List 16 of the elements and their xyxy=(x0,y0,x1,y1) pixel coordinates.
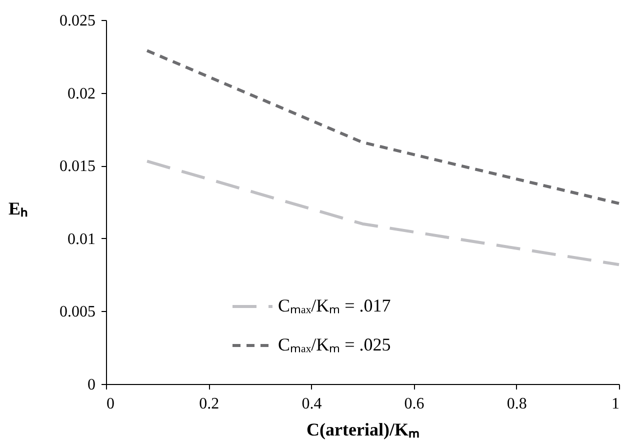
y-tick-label: 0 xyxy=(88,376,96,394)
y-tick-label: 0.015 xyxy=(60,158,96,176)
y-tick-label: 0.025 xyxy=(60,12,96,30)
x-tick-label: 0.6 xyxy=(404,396,424,412)
x-tick-label: 0.4 xyxy=(302,396,322,412)
y-tick-label: 0.01 xyxy=(68,230,96,248)
x-tick-label: 0.2 xyxy=(199,396,220,412)
x-tick-label: 1 xyxy=(612,396,620,412)
legend-label: Cₘₐₓ/Kₘ = .025 xyxy=(278,334,391,354)
x-axis-title: C(arterial)/Kₘ xyxy=(306,420,420,440)
y-tick-label: 0.02 xyxy=(68,85,96,102)
x-tick-label: 0.8 xyxy=(506,396,527,412)
legend-label: Cₘₐₓ/Kₘ = .017 xyxy=(278,296,391,316)
x-tick-label: 0 xyxy=(106,396,114,412)
y-tick-label: 0.005 xyxy=(60,304,96,321)
y-axis-title: Eₕ xyxy=(8,198,28,218)
